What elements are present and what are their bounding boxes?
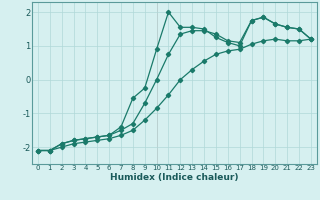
X-axis label: Humidex (Indice chaleur): Humidex (Indice chaleur) [110,173,239,182]
